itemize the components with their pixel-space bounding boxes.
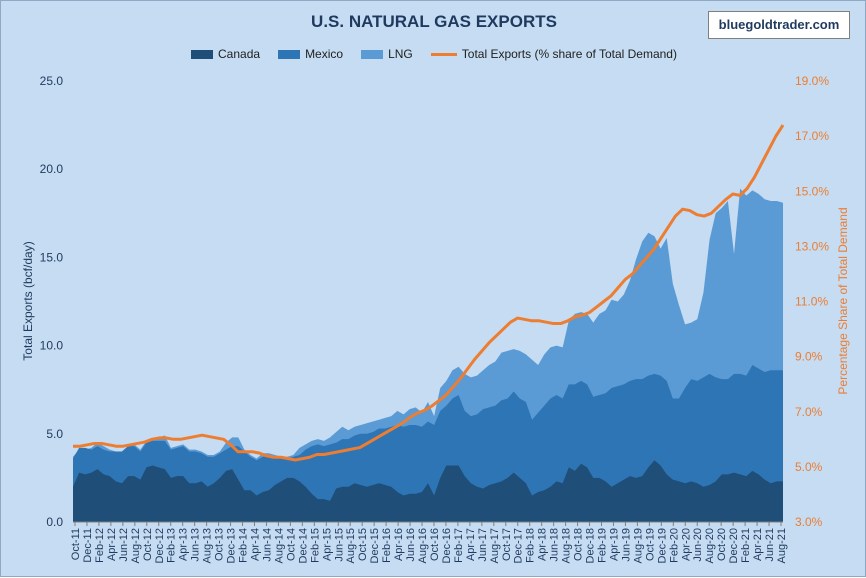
x-tick-label: Apr-18	[537, 528, 549, 561]
x-tick-label: Oct-13	[214, 528, 226, 561]
y2-tick-label: 15.0%	[795, 184, 829, 198]
y2-tick-label: 3.0%	[795, 515, 823, 529]
x-tick-label: Jun-21	[764, 528, 776, 562]
x-tick-label: Dec-15	[369, 528, 381, 563]
x-tick-label: Dec-13	[226, 528, 238, 563]
x-tick-label: Oct-20	[716, 528, 728, 561]
x-tick-label: Apr-13	[178, 528, 190, 561]
legend-item-total: Total Exports (% share of Total Demand)	[430, 47, 677, 61]
x-tick-label: Dec-16	[441, 528, 453, 563]
x-tick-label: Apr-17	[465, 528, 477, 561]
x-tick-label: Aug-13	[202, 528, 214, 563]
x-tick-label: Dec-19	[656, 528, 668, 563]
x-tick-label: Oct-18	[573, 528, 585, 561]
x-tick-label: Jun-12	[118, 528, 130, 562]
x-tick-label: Apr-15	[321, 528, 333, 561]
x-tick-label: Jun-18	[549, 528, 561, 562]
chart-title: U.S. NATURAL GAS EXPORTS	[311, 12, 557, 31]
x-tick-label: Aug-14	[273, 528, 285, 563]
x-tick-label: Dec-12	[154, 528, 166, 563]
y-tick-label: 15.0	[40, 250, 64, 264]
line-total-exports	[73, 124, 785, 462]
legend: Canada Mexico LNG Total Exports (% share…	[1, 47, 866, 61]
legend-swatch-canada	[191, 49, 214, 59]
y2-tick-label: 11.0%	[795, 295, 828, 309]
y-tick-label: 10.0	[40, 339, 64, 353]
x-tick-label: Oct-11	[70, 528, 82, 560]
legend-swatch-lng	[361, 49, 384, 59]
x-tick-label: Feb-14	[238, 528, 250, 563]
x-tick-label: Aug-19	[632, 528, 644, 563]
x-tick-label: Apr-20	[680, 528, 692, 561]
x-tick-label: Feb-15	[309, 528, 321, 563]
x-tick-label: Aug-12	[130, 528, 142, 563]
x-tick-label: Jun-13	[190, 528, 202, 562]
y-tick-label: 20.0	[40, 162, 64, 176]
legend-swatch-total	[430, 52, 457, 56]
legend-label-canada: Canada	[218, 47, 261, 61]
x-tick-label: Jun-20	[692, 528, 704, 562]
x-tick-label: Dec-11	[82, 528, 94, 563]
x-tick-label: Aug-21	[776, 528, 788, 563]
legend-label-mexico: Mexico	[305, 47, 344, 61]
legend-item-lng: LNG	[361, 47, 413, 61]
y-axis-label: Total Exports (bcf/day)	[21, 241, 35, 360]
x-tick-label: Aug-15	[345, 528, 357, 563]
x-tick-label: Jun-19	[620, 528, 632, 562]
x-tick-label: Feb-17	[453, 528, 465, 563]
legend-label-total: Total Exports (% share of Total Demand)	[461, 47, 677, 61]
y-tick-label: 25.0	[40, 74, 64, 88]
x-tick-label: Feb-18	[525, 528, 537, 563]
x-tick-label: Feb-19	[597, 528, 609, 563]
y2-tick-label: 17.0%	[795, 129, 829, 143]
legend-item-canada: Canada	[191, 47, 260, 61]
x-tick-label: Oct-19	[644, 528, 656, 561]
legend-swatch-mexico	[278, 49, 301, 59]
watermark-badge: bluegoldtrader.com	[708, 11, 850, 39]
x-tick-label: Feb-12	[94, 528, 106, 563]
y-tick-label: 0.0	[46, 515, 63, 529]
y2-tick-label: 7.0%	[795, 405, 823, 419]
x-tick-label: Apr-21	[752, 528, 764, 561]
x-tick-label: Oct-16	[429, 528, 441, 561]
x-tick-label: Oct-17	[501, 528, 513, 561]
x-tick-label: Apr-19	[608, 528, 620, 561]
y2-axis-label: Percentage Share of Total Demand	[836, 207, 850, 394]
x-tick-label: Apr-16	[393, 528, 405, 561]
x-tick-label: Oct-15	[357, 528, 369, 561]
x-tick-label: Feb-16	[381, 528, 393, 563]
x-tick-label: Aug-20	[704, 528, 716, 563]
x-tick-label: Dec-14	[297, 528, 309, 563]
x-tick-label: Feb-21	[740, 528, 752, 563]
x-tick-label: Aug-16	[417, 528, 429, 563]
x-tick-label: Dec-18	[585, 528, 597, 563]
x-tick-label: Aug-17	[489, 528, 501, 563]
y-tick-label: 5.0	[46, 427, 63, 441]
x-tick-label: Dec-20	[728, 528, 740, 563]
x-tick-label: Apr-14	[249, 528, 261, 561]
x-tick-label: Jun-14	[261, 528, 273, 562]
x-tick-label: Jun-16	[405, 528, 417, 562]
x-tick-label: Aug-18	[561, 528, 573, 563]
x-tick-label: Apr-12	[106, 528, 118, 561]
x-tick-label: Feb-13	[166, 528, 178, 563]
legend-label-lng: LNG	[388, 47, 413, 61]
x-tick-label: Jun-17	[477, 528, 489, 562]
y2-tick-label: 13.0%	[795, 239, 829, 253]
y2-tick-label: 5.0%	[795, 460, 823, 474]
x-tick-label: Oct-14	[285, 528, 297, 561]
x-tick-label: Jun-15	[333, 528, 345, 562]
x-tick-label: Feb-20	[668, 528, 680, 563]
area-canada	[73, 460, 783, 522]
y2-tick-label: 19.0%	[795, 74, 829, 88]
legend-item-mexico: Mexico	[278, 47, 343, 61]
x-tick-label: Dec-17	[513, 528, 525, 563]
y2-tick-label: 9.0%	[795, 350, 823, 364]
x-tick-label: Oct-12	[142, 528, 154, 561]
